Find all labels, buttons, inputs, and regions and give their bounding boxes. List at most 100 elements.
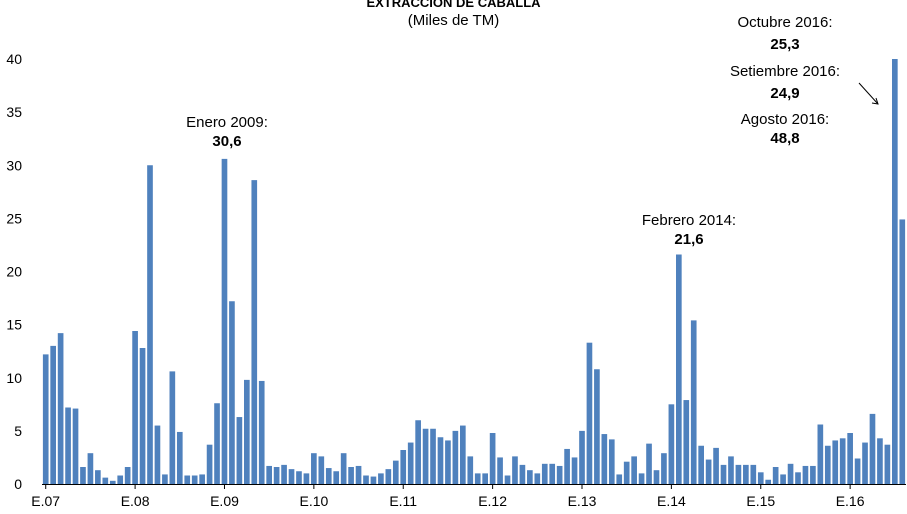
bar	[556, 465, 563, 484]
x-tick-label: E.12	[478, 493, 507, 509]
bar	[877, 438, 883, 484]
bar	[363, 475, 369, 484]
x-tick-label: E.09	[210, 493, 239, 509]
bar	[653, 470, 660, 484]
bar	[713, 447, 719, 485]
x-tick-label: E.14	[657, 493, 686, 509]
bar	[102, 477, 109, 485]
bar	[348, 467, 354, 484]
bar	[452, 430, 459, 485]
bar	[802, 465, 809, 484]
bar	[147, 165, 153, 484]
bar	[534, 473, 541, 485]
bar	[720, 464, 727, 485]
bar	[854, 458, 861, 484]
bar	[251, 180, 258, 484]
bar	[318, 456, 325, 485]
annotation-setiembre-2016: Setiembre 2016: 24,9	[710, 62, 860, 103]
x-tick-label: E.13	[568, 493, 597, 509]
bar	[690, 320, 697, 485]
bar	[728, 456, 734, 485]
bar	[169, 371, 176, 485]
x-tick-label: E.15	[746, 493, 775, 509]
bar	[460, 425, 466, 484]
bar	[676, 254, 682, 484]
bar	[474, 473, 481, 485]
bar	[549, 463, 556, 484]
bar	[623, 461, 630, 484]
bar	[445, 440, 451, 484]
y-tick-label: 40	[6, 51, 22, 67]
bar	[72, 408, 79, 484]
axes-group	[42, 484, 906, 489]
bar	[839, 438, 846, 484]
y-tick-label: 25	[6, 210, 22, 226]
bar	[95, 470, 101, 484]
bar	[296, 471, 302, 484]
bar	[124, 467, 131, 484]
annotation-value: 24,9	[770, 85, 800, 102]
bar	[407, 442, 414, 484]
annotation-label: Octubre 2016:	[737, 14, 833, 31]
annotation-agosto-2016: Agosto 2016: 48,8	[720, 110, 850, 148]
bar	[273, 467, 280, 484]
bar	[184, 475, 191, 484]
bar	[601, 434, 608, 484]
bar	[57, 333, 64, 485]
bar	[757, 472, 764, 484]
bar	[594, 369, 600, 484]
bar	[735, 464, 742, 485]
annotation-label: Agosto 2016:	[740, 111, 830, 128]
bar	[869, 413, 876, 485]
bar	[109, 480, 116, 484]
bar	[42, 354, 49, 485]
bar	[750, 464, 757, 485]
bar	[489, 433, 496, 484]
annotation-value: 30,6	[212, 133, 242, 150]
bar	[527, 470, 533, 484]
bar	[199, 474, 205, 484]
bar	[244, 379, 250, 485]
bar	[899, 219, 906, 484]
bar	[303, 473, 310, 485]
bar	[430, 428, 436, 484]
y-tick-label: 5	[14, 423, 22, 439]
annotation-label: Enero 2009:	[186, 114, 268, 131]
annotation-octubre-2016: Octubre 2016: 25,3	[720, 13, 850, 54]
bar	[236, 417, 243, 484]
bar	[772, 467, 779, 484]
x-tick-label: E.16	[836, 493, 865, 509]
bar	[50, 345, 56, 485]
bar	[482, 473, 488, 485]
x-tick-label: E.11	[389, 493, 417, 509]
bar	[824, 445, 831, 484]
bars-group	[42, 59, 906, 485]
bar	[519, 464, 526, 485]
bar	[191, 475, 198, 484]
annotation-value: 21,6	[674, 231, 704, 248]
bar	[512, 456, 518, 485]
x-tick-label: E.07	[31, 493, 60, 509]
bar	[795, 472, 801, 484]
y-tick-label: 35	[6, 104, 22, 120]
bar	[400, 450, 407, 484]
bar	[65, 407, 71, 484]
annotation-value: 25,3	[770, 36, 800, 53]
bar	[162, 474, 168, 484]
bar	[743, 464, 749, 485]
bar	[832, 440, 839, 484]
bar	[638, 473, 645, 485]
bar	[266, 465, 272, 484]
bar	[422, 428, 429, 484]
bar	[817, 424, 824, 484]
bar	[87, 453, 94, 484]
bar	[810, 465, 816, 484]
bar	[661, 453, 667, 484]
bar	[340, 453, 347, 484]
y-tick-label: 30	[6, 157, 22, 173]
bar	[392, 460, 399, 485]
bar	[117, 475, 124, 484]
bar	[541, 463, 548, 484]
bar	[288, 469, 295, 485]
